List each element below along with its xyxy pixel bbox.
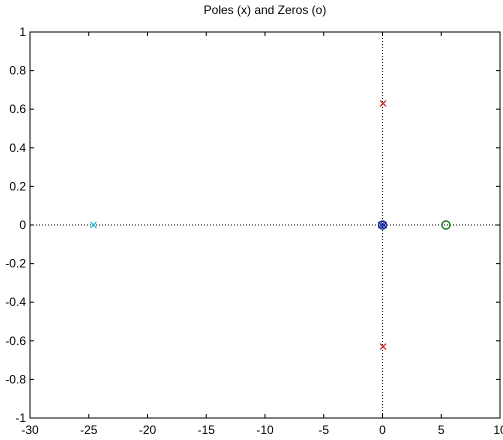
y-tick-label: -1 bbox=[15, 411, 26, 425]
pole-marker bbox=[379, 99, 387, 107]
chart-title: Poles (x) and Zeros (o) bbox=[204, 3, 327, 17]
zero-marker bbox=[441, 220, 451, 230]
zero-marker bbox=[377, 220, 388, 230]
y-tick-label: -0.2 bbox=[5, 257, 26, 271]
y-tick-label: 0.4 bbox=[9, 141, 26, 155]
x-tick-label: -15 bbox=[198, 423, 216, 437]
y-tick-label: 1 bbox=[19, 25, 26, 39]
pole-marker bbox=[90, 221, 97, 229]
y-tick-label: 0.2 bbox=[9, 179, 26, 193]
pole-stroke bbox=[90, 221, 97, 229]
pole-stroke bbox=[379, 99, 387, 107]
y-tick-label: 0.6 bbox=[9, 102, 26, 116]
pole-stroke bbox=[379, 343, 387, 351]
y-tick-label: 0 bbox=[19, 218, 26, 232]
x-tick-label: 5 bbox=[438, 423, 445, 437]
x-tick-label: 0 bbox=[379, 423, 386, 437]
y-tick-label: -0.4 bbox=[5, 295, 26, 309]
pole-marker bbox=[379, 343, 387, 351]
x-tick-label: -10 bbox=[256, 423, 274, 437]
x-tick-label: -30 bbox=[21, 423, 39, 437]
tick-labels: -30 -25 -20 -15 -10 -5 0 5 10 1 0.8 0.6 0.4 0.2 0 -0.2 -… bbox=[5, 25, 503, 437]
x-tick-label: 10 bbox=[493, 423, 503, 437]
data-marks bbox=[90, 99, 451, 351]
y-tick-label: -0.6 bbox=[5, 334, 26, 348]
reference-lines bbox=[30, 32, 500, 418]
y-tick-label: 0.8 bbox=[9, 64, 26, 78]
x-tick-label: -25 bbox=[80, 423, 98, 437]
axis-ticks bbox=[29, 31, 501, 419]
x-tick-label: -20 bbox=[139, 423, 157, 437]
y-tick-label: -0.8 bbox=[5, 372, 26, 386]
x-tick-label: -5 bbox=[318, 423, 329, 437]
